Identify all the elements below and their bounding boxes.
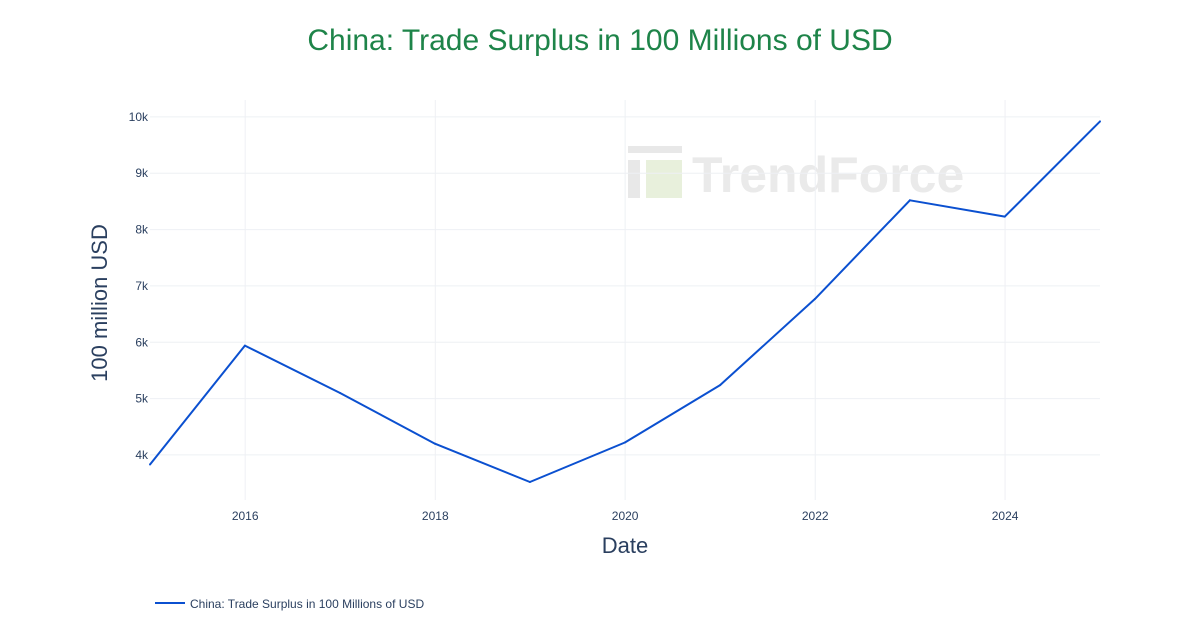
- x-tick-label: 2020: [612, 509, 639, 523]
- series-group: [149, 120, 1101, 483]
- data-point[interactable]: [814, 297, 816, 300]
- x-tick-label: 2016: [232, 509, 259, 523]
- x-tick-label: 2018: [422, 509, 449, 523]
- x-tick-label: 2024: [992, 509, 1019, 523]
- data-point[interactable]: [149, 463, 151, 466]
- x-axis-ticks: 2016 2018 2020 2022 2024: [232, 509, 1019, 523]
- y-tick-label: 10k: [129, 110, 149, 124]
- y-axis-ticks: 4k 5k 6k 7k 8k 9k 10k: [129, 110, 149, 462]
- y-tick-label: 8k: [135, 223, 149, 237]
- x-tick-label: 2022: [802, 509, 829, 523]
- chart-title: China: Trade Surplus in 100 Millions of …: [307, 24, 892, 57]
- y-tick-label: 5k: [135, 392, 149, 406]
- data-point[interactable]: [434, 442, 436, 445]
- data-point[interactable]: [1003, 215, 1006, 218]
- grid: [150, 100, 1100, 500]
- data-point[interactable]: [243, 344, 246, 347]
- trendforce-watermark-logo: TrendForce: [628, 146, 964, 203]
- watermark-logo-bar-left: [628, 160, 640, 198]
- y-tick-label: 7k: [135, 279, 149, 293]
- y-tick-label: 9k: [135, 166, 149, 180]
- data-point[interactable]: [908, 199, 911, 202]
- y-axis-title: 100 million USD: [87, 224, 112, 382]
- watermark-logo-bar-top: [628, 146, 682, 153]
- data-point[interactable]: [623, 441, 626, 444]
- watermark-text: TrendForce: [692, 147, 964, 203]
- legend[interactable]: China: Trade Surplus in 100 Millions of …: [155, 597, 424, 611]
- watermark-logo-block: [646, 160, 682, 198]
- data-point[interactable]: [339, 392, 342, 394]
- legend-label: China: Trade Surplus in 100 Millions of …: [190, 597, 424, 611]
- y-tick-label: 6k: [135, 335, 149, 349]
- y-tick-label: 4k: [135, 448, 149, 462]
- data-point[interactable]: [719, 384, 722, 387]
- data-point[interactable]: [1099, 120, 1101, 123]
- data-point[interactable]: [528, 481, 531, 483]
- x-axis-title: Date: [602, 533, 648, 558]
